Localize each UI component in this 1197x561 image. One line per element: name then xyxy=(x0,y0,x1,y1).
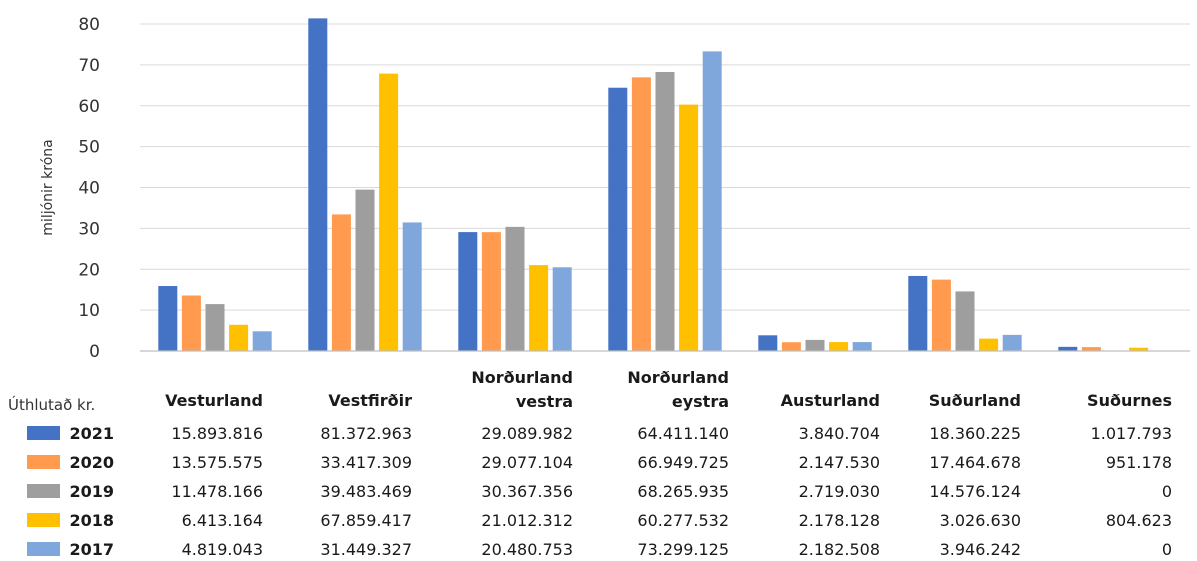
data-label: 951.178 xyxy=(1106,453,1172,472)
data-label: 73.299.125 xyxy=(637,540,729,559)
bar xyxy=(1081,347,1101,351)
data-label: 18.360.225 xyxy=(929,424,1021,443)
data-label: 1.017.793 xyxy=(1091,424,1172,443)
bar xyxy=(781,342,801,351)
legend-label: 2018 xyxy=(69,511,114,530)
bar xyxy=(758,335,778,351)
bar xyxy=(229,324,249,351)
bar xyxy=(529,265,549,351)
y-axis-title: miljónir króna xyxy=(40,139,56,235)
bar xyxy=(829,342,849,351)
bar xyxy=(608,87,628,351)
bar xyxy=(655,71,675,352)
data-label: 2.182.508 xyxy=(799,540,880,559)
bar xyxy=(1129,347,1149,351)
legend-swatch xyxy=(27,513,60,527)
bar xyxy=(308,18,328,352)
data-label: 15.893.816 xyxy=(171,424,263,443)
bar xyxy=(908,275,928,351)
bar xyxy=(181,295,201,351)
bar xyxy=(1058,346,1078,351)
data-label: 31.449.327 xyxy=(320,540,412,559)
data-label: 6.413.164 xyxy=(182,511,263,530)
y-tick-label: 0 xyxy=(89,342,100,362)
category-label: eystra xyxy=(672,392,729,411)
data-label: 30.367.356 xyxy=(481,482,573,501)
data-label: 2.147.530 xyxy=(799,453,880,472)
data-label: 64.411.140 xyxy=(637,424,729,443)
data-label: 0 xyxy=(1162,482,1172,501)
data-label: 3.946.242 xyxy=(940,540,1021,559)
data-label: 804.623 xyxy=(1106,511,1172,530)
data-label: 39.483.469 xyxy=(320,482,412,501)
bar xyxy=(331,214,351,351)
category-label: Vesturland xyxy=(165,391,263,410)
data-label: 2.178.128 xyxy=(799,511,880,530)
y-tick-label: 40 xyxy=(78,179,100,199)
data-label: 33.417.309 xyxy=(320,453,412,472)
legend-swatch xyxy=(27,426,60,440)
data-label: 20.480.753 xyxy=(481,540,573,559)
y-tick-label: 50 xyxy=(78,138,100,158)
bar xyxy=(205,304,225,351)
category-label: Suðurnes xyxy=(1087,391,1172,410)
bar xyxy=(631,77,651,351)
bar xyxy=(379,73,399,351)
y-tick-label: 30 xyxy=(78,219,100,239)
y-tick-label: 80 xyxy=(78,15,100,35)
data-label: 11.478.166 xyxy=(171,482,263,501)
category-label: vestra xyxy=(516,392,573,411)
category-label: Norðurland xyxy=(471,368,573,387)
bar xyxy=(458,232,478,351)
legend-swatch xyxy=(27,542,60,556)
bar xyxy=(481,232,501,351)
data-label: 66.949.725 xyxy=(637,453,729,472)
data-label: 68.265.935 xyxy=(637,482,729,501)
data-label: 13.575.575 xyxy=(171,453,263,472)
bar xyxy=(805,339,825,351)
bar xyxy=(402,222,422,351)
legend-swatch xyxy=(27,484,60,498)
category-label: Suðurland xyxy=(929,391,1021,410)
category-label: Vestfirðir xyxy=(328,391,412,410)
legend-label: 2021 xyxy=(69,424,114,443)
data-label: 29.089.982 xyxy=(481,424,573,443)
bar xyxy=(252,331,272,351)
data-label: 81.372.963 xyxy=(320,424,412,443)
legend-label: 2020 xyxy=(69,453,114,472)
data-label: 60.277.532 xyxy=(637,511,729,530)
bar xyxy=(702,51,722,351)
legend-label: 2017 xyxy=(69,540,114,559)
data-label: 67.859.417 xyxy=(320,511,412,530)
data-label: 2.719.030 xyxy=(799,482,880,501)
data-label: 3.026.630 xyxy=(940,511,1021,530)
bar xyxy=(979,338,999,351)
category-label: Norðurland xyxy=(627,368,729,387)
bar xyxy=(1002,334,1022,351)
data-label: 17.464.678 xyxy=(929,453,1021,472)
data-label: 21.012.312 xyxy=(481,511,573,530)
category-label: Austurland xyxy=(781,391,880,410)
bar xyxy=(355,189,375,351)
bar xyxy=(505,226,525,351)
y-tick-label: 60 xyxy=(78,97,100,117)
bar xyxy=(852,342,872,351)
bar xyxy=(955,291,975,351)
y-tick-label: 70 xyxy=(78,56,100,76)
bar xyxy=(931,279,951,351)
data-label: 0 xyxy=(1162,540,1172,559)
bar xyxy=(158,286,178,351)
data-label: 14.576.124 xyxy=(929,482,1021,501)
legend-label: 2019 xyxy=(69,482,114,501)
table-header: Úthlutað kr. xyxy=(8,395,95,414)
bar xyxy=(552,267,572,351)
legend-swatch xyxy=(27,455,60,469)
y-tick-label: 20 xyxy=(78,260,100,280)
data-label: 29.077.104 xyxy=(481,453,573,472)
data-label: 3.840.704 xyxy=(799,424,880,443)
bar xyxy=(679,104,699,351)
data-label: 4.819.043 xyxy=(182,540,263,559)
y-tick-label: 10 xyxy=(78,301,100,321)
